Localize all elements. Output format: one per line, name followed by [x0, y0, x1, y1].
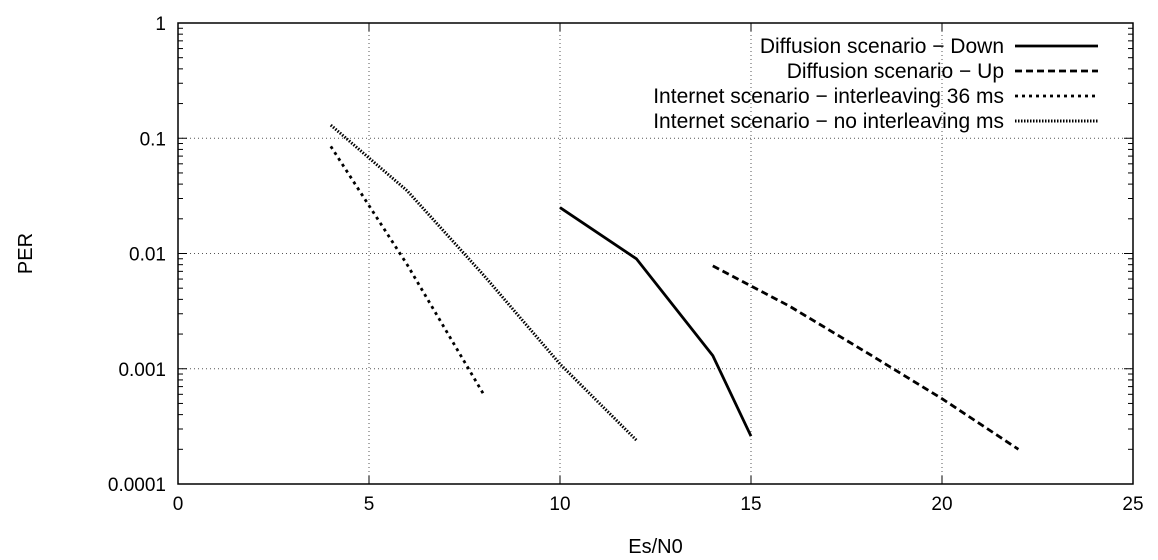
legend-label-3: Internet scenario − interleaving 36 ms — [653, 85, 1004, 108]
series-line-1 — [559, 206, 753, 437]
grid — [178, 23, 1133, 484]
y-tick-label: 0.001 — [118, 360, 166, 381]
series-layer — [329, 123, 1020, 451]
ticks: 0 5 10 15 20 25 0.0001 0.001 0.01 0.1 1 — [108, 14, 1144, 515]
y-axis-title: PER — [15, 233, 37, 274]
x-tick-label: 0 — [173, 494, 184, 515]
x-tick-label: 20 — [931, 494, 952, 515]
y-tick-label: 0.0001 — [108, 475, 166, 496]
x-tick-label: 5 — [364, 494, 375, 515]
legend-label-4: Internet scenario − no interleaving ms — [653, 110, 1004, 133]
x-tick-label: 10 — [549, 494, 570, 515]
series-line-4 — [329, 123, 638, 442]
y-tick-label: 1 — [155, 14, 166, 35]
x-axis-title: Es/N0 — [628, 536, 682, 558]
legend-label-2: Diffusion scenario − Up — [787, 60, 1004, 83]
legend-label-1: Diffusion scenario − Down — [760, 35, 1004, 58]
series-line-3 — [329, 145, 485, 396]
series-line-2 — [712, 264, 1020, 451]
y-tick-label: 0.01 — [129, 245, 166, 266]
x-tick-label: 25 — [1122, 494, 1143, 515]
y-tick-label: 0.1 — [140, 129, 166, 150]
x-tick-label: 15 — [740, 494, 761, 515]
